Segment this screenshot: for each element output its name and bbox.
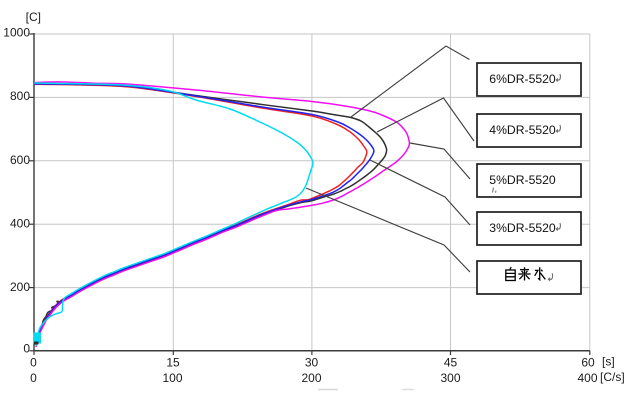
svg-text:400: 400 (577, 371, 597, 385)
svg-text:30: 30 (305, 355, 319, 369)
svg-text:300: 300 (440, 371, 460, 385)
svg-text:45: 45 (444, 355, 458, 369)
svg-text:1000: 1000 (3, 26, 30, 40)
svg-text:60: 60 (581, 355, 595, 369)
svg-text:800: 800 (10, 89, 30, 103)
svg-text:400: 400 (10, 216, 30, 230)
svg-text:0: 0 (30, 371, 37, 385)
svg-text:[C/s]: [C/s] (600, 370, 625, 384)
svg-text:200: 200 (10, 280, 30, 294)
svg-text:600: 600 (10, 153, 30, 167)
svg-text:0: 0 (30, 355, 37, 369)
svg-text:15: 15 (166, 355, 180, 369)
svg-text:3%DR-5520: 3%DR-5520 (489, 221, 556, 235)
svg-text:4%DR-5520: 4%DR-5520 (489, 123, 556, 137)
svg-text:6%DR-5520: 6%DR-5520 (489, 72, 556, 86)
svg-text:0: 0 (23, 342, 30, 356)
svg-text:5%DR-5520: 5%DR-5520 (489, 173, 556, 187)
svg-text:[s]: [s] (602, 354, 615, 368)
svg-text:[C]: [C] (26, 10, 41, 24)
svg-text:200: 200 (301, 371, 321, 385)
svg-text:100: 100 (162, 371, 182, 385)
